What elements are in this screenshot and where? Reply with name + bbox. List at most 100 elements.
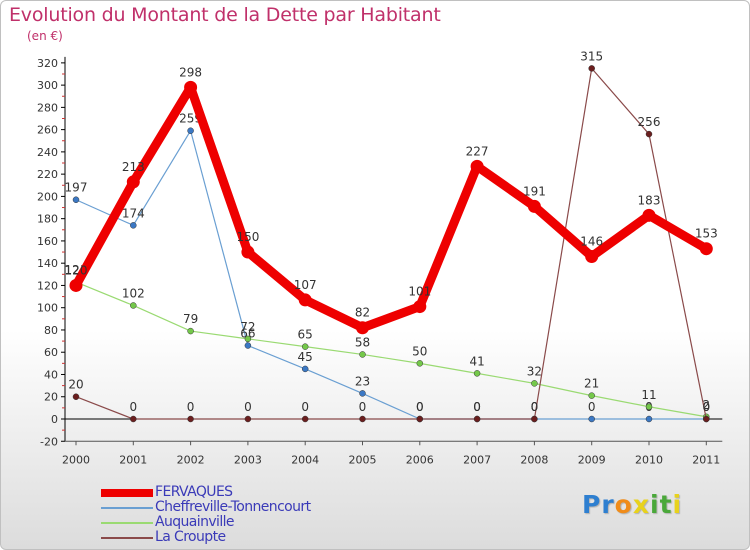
y-tick-label: 120: [37, 279, 58, 292]
data-label: 23: [355, 374, 370, 388]
x-tick-label: 2004: [291, 453, 319, 466]
data-label: 66: [240, 327, 255, 341]
data-point: [69, 278, 83, 292]
data-point: [531, 380, 538, 387]
logo-letter: P: [582, 490, 602, 519]
data-label: 153: [695, 227, 718, 241]
data-label: 120: [65, 263, 88, 277]
y-tick-label: 180: [37, 213, 58, 226]
data-label: 65: [298, 328, 313, 342]
data-label: 102: [122, 286, 145, 300]
data-point: [130, 222, 137, 229]
data-label: 174: [122, 206, 145, 220]
data-label: 0: [301, 400, 309, 414]
data-point: [184, 80, 198, 94]
y-tick-label: 220: [37, 168, 58, 181]
data-point: [699, 242, 713, 256]
series-line: [71, 82, 711, 333]
y-tick-label: 20: [44, 391, 58, 404]
unit-label: (en €): [27, 29, 63, 43]
y-tick-label: 280: [37, 101, 58, 114]
data-point: [359, 390, 366, 397]
y-tick-label: 40: [44, 368, 58, 381]
data-point: [473, 370, 481, 377]
data-label: 72: [240, 320, 255, 334]
x-tick-label: 2002: [177, 453, 205, 466]
data-label: 315: [580, 49, 603, 63]
x-tick-label: 2010: [635, 453, 663, 466]
data-label: 21: [584, 377, 599, 391]
data-label: 197: [65, 181, 88, 195]
data-point: [301, 365, 309, 373]
data-point: [470, 159, 484, 173]
data-point: [588, 65, 595, 72]
legend-label: Auquainville: [155, 514, 235, 530]
proxiti-logo: Proxiti: [582, 490, 682, 519]
y-tick-label: 140: [37, 257, 58, 270]
y-tick-label: 0: [51, 413, 58, 426]
data-label: 0: [531, 400, 539, 414]
logo-letter: x: [632, 490, 650, 519]
data-label: 0: [702, 400, 710, 414]
data-label: 2: [702, 398, 710, 412]
legend-label: FERVAQUES: [155, 484, 233, 500]
logo-letter: o: [614, 490, 633, 519]
data-point: [187, 127, 194, 134]
x-tick-label: 2000: [62, 453, 90, 466]
data-label: 0: [359, 400, 367, 414]
series-line: [75, 67, 707, 420]
data-label: 50: [412, 344, 427, 358]
y-tick-label: 320: [37, 57, 58, 70]
y-tick-label: 80: [44, 324, 58, 337]
data-label: 101: [408, 285, 431, 299]
data-label: 0: [416, 400, 424, 414]
data-point: [416, 415, 424, 423]
data-point: [130, 415, 137, 423]
chart-title: Evolution du Montant de la Dette par Hab…: [9, 4, 441, 26]
series-line: [75, 281, 707, 418]
data-point: [187, 327, 194, 335]
data-point: [301, 343, 309, 350]
data-label: 0: [187, 400, 195, 414]
y-tick-label: 160: [37, 235, 58, 248]
data-point: [531, 415, 538, 423]
data-point: [527, 199, 541, 213]
data-label: 0: [129, 400, 137, 414]
legend-label: Cheffreville-Tonnencourt: [155, 499, 311, 515]
y-tick-label: 60: [44, 346, 58, 359]
data-point: [359, 415, 366, 423]
legend-swatch: [101, 489, 153, 497]
x-tick-label: 2001: [119, 453, 147, 466]
data-label: 150: [236, 230, 259, 244]
x-tick-label: 2003: [234, 453, 262, 466]
data-point: [301, 415, 309, 423]
data-label: 183: [638, 193, 661, 207]
legend-label: La Croupte: [155, 529, 226, 545]
data-label: 0: [531, 400, 539, 414]
data-point: [642, 208, 656, 222]
data-point: [241, 245, 255, 259]
data-point: [187, 415, 194, 423]
x-tick-label: 2005: [349, 453, 377, 466]
y-tick-label: -20: [40, 435, 58, 448]
data-label: 256: [638, 115, 661, 129]
data-label: 79: [183, 312, 198, 326]
data-point: [126, 175, 140, 189]
y-tick-label: 100: [37, 302, 58, 315]
data-label: 0: [244, 400, 252, 414]
legend-swatch: [101, 507, 153, 509]
y-tick-label: 300: [37, 79, 58, 92]
data-point: [359, 351, 366, 358]
data-label: 0: [588, 400, 596, 414]
y-tick-label: 260: [37, 124, 58, 137]
legend-swatch: [101, 522, 153, 524]
data-label: 11: [641, 388, 656, 402]
data-label: 227: [466, 144, 489, 158]
logo-letter: t: [659, 490, 673, 519]
data-point: [588, 415, 595, 423]
data-label: 20: [68, 378, 83, 392]
data-label: 32: [527, 364, 542, 378]
data-label: 107: [294, 278, 317, 292]
